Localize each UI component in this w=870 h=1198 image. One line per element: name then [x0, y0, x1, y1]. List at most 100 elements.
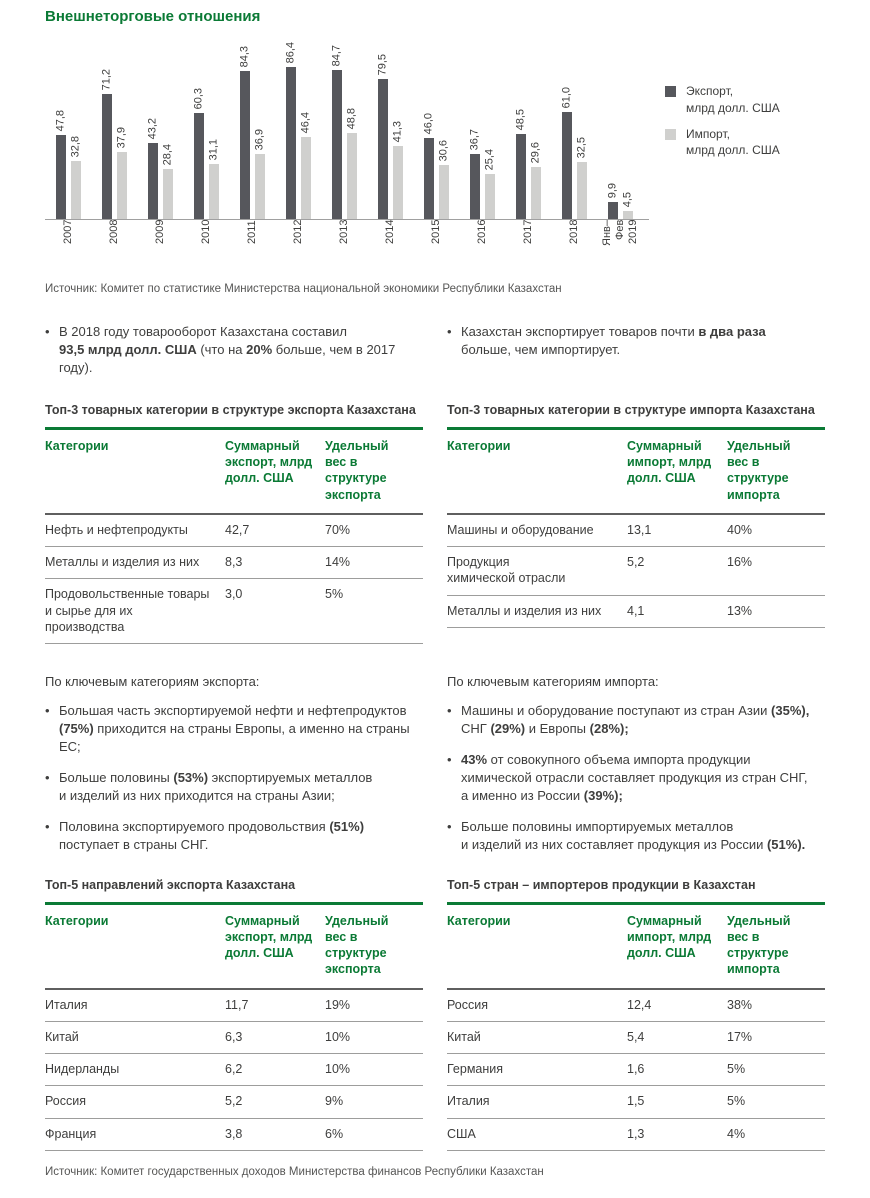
x-axis-label: 2009 — [153, 220, 166, 245]
x-axis-label: 2018 — [567, 220, 580, 245]
legend-label-import: Импорт, млрд долл. США — [686, 126, 780, 158]
table-cell: Продовольственные товары и сырье для их … — [45, 587, 210, 634]
bar-value-label: 60,3 — [192, 87, 204, 109]
x-axis-label: 2013 — [337, 220, 350, 245]
export-bar: 43,2 — [146, 118, 158, 219]
bar-value-label: 79,5 — [376, 53, 388, 75]
column-header: Суммарный экспорт, млрд долл. США — [225, 438, 313, 486]
table-title: Топ-5 направлений экспорта Казахстана — [45, 877, 296, 892]
bar-value-label: 48,5 — [514, 108, 526, 130]
bar-value-label: 32,5 — [575, 136, 587, 158]
import-bar: 48,8 — [345, 108, 357, 219]
bullet-text: В 2018 году товарооборот Казахстана сост… — [59, 323, 396, 375]
summary-right: • Казахстан экспортирует товаров почти в … — [447, 323, 825, 377]
table-row: Россия 5,2 9% — [45, 1086, 423, 1119]
x-axis-label: 2007 — [61, 220, 74, 245]
import-bar: 37,9 — [115, 127, 127, 219]
table-row: Россия 12,4 38% — [447, 990, 825, 1022]
column-header: Категории — [447, 913, 511, 928]
bar-chart: 47,8 32,8 71,2 37,9 43,2 28,4 60,3 31,1 84,3 36,9… — [45, 31, 649, 220]
bullet-text: Половина экспортируемого продовольствия … — [59, 818, 365, 852]
table-cell: 9% — [325, 1094, 344, 1109]
export-bar: 84,7 — [330, 45, 342, 219]
x-axis-label: Янв– Фев 2019 — [600, 220, 639, 246]
key-import-section: По ключевым категориям импорта: • Машины и… — [447, 674, 825, 854]
export-bar: 71,2 — [100, 69, 112, 219]
bar-value-label: 25,4 — [483, 148, 495, 170]
bar-value-label: 61,0 — [560, 86, 572, 108]
table-cell: 16% — [727, 555, 753, 569]
bar-value-label: 84,3 — [238, 45, 250, 67]
table-import-countries: Топ-5 стран – импортеров продукции в Каз… — [447, 878, 825, 1151]
section-heading: По ключевым категориям экспорта: — [45, 674, 260, 689]
table-cell: 11,7 — [225, 997, 249, 1012]
table-cell: 5,2 — [627, 555, 645, 569]
bar-value-label: 28,4 — [161, 143, 173, 165]
table-cell: 13% — [727, 603, 753, 618]
bar-group: 84,3 36,9 — [229, 31, 275, 219]
x-axis-label: 2017 — [521, 220, 534, 245]
import-bar: 30,6 — [437, 140, 449, 219]
column-header: Суммарный импорт, млрд долл. США — [627, 438, 712, 486]
table-cell: 19% — [325, 997, 351, 1012]
import-swatch-icon — [665, 128, 676, 140]
column-header: Суммарный экспорт, млрд долл. США — [225, 913, 313, 961]
column-header: Удельный вес в структуре экспорта — [325, 438, 389, 502]
bullet-text: Больше половины (53%) экспортируемых мет… — [59, 769, 373, 803]
table-cell: Германия — [447, 1062, 504, 1077]
bullet-text: Больше половины импортируемых металлов и… — [461, 818, 806, 852]
table-cell: 17% — [727, 1029, 753, 1044]
column-header: Удельный вес в структуре импорта — [727, 913, 791, 977]
export-bar: 46,0 — [422, 113, 434, 219]
legend-item-export: Экспорт, млрд долл. США — [665, 83, 780, 117]
import-bar: 32,8 — [69, 136, 81, 219]
data-table: Категории Суммарный экспорт, млрд долл. С… — [45, 426, 423, 644]
table-cell: 6,3 — [225, 1029, 243, 1044]
table-cell: 3,8 — [225, 1126, 243, 1141]
table-cell: 6,2 — [225, 1062, 243, 1077]
bullet-text: 43% от совокупного объема импорта продук… — [461, 751, 808, 803]
column-header: Категории — [447, 438, 511, 453]
bar-value-label: 30,6 — [437, 139, 449, 161]
table-cell: 70% — [325, 522, 351, 537]
bar-value-label: 29,6 — [529, 141, 541, 163]
table-cell: 13,1 — [627, 522, 652, 537]
list-item: • Половина экспортируемого продовольствия… — [45, 818, 423, 854]
table-row: Нидерланды 6,2 10% — [45, 1054, 423, 1087]
x-axis-label: 2010 — [199, 220, 212, 245]
table-export-categories: Топ-3 товарных категории в структуре экс… — [45, 403, 423, 644]
table-cell: 38% — [727, 997, 753, 1012]
key-category-sections: По ключевым категориям экспорта: • Большая… — [45, 674, 825, 854]
table-cell: Продукция химической отрасли — [447, 555, 566, 586]
table-cell: 40% — [727, 522, 753, 537]
table-cell: Россия — [447, 997, 488, 1012]
page-title: Внешнеторговые отношения — [45, 8, 261, 25]
source-note-bottom: Источник: Комитет государственных доходо… — [45, 1165, 544, 1178]
table-cell: 10% — [325, 1062, 351, 1077]
source-note-top: Источник: Комитет по статистике Министер… — [45, 283, 562, 295]
chart-area: 47,8 32,8 71,2 37,9 43,2 28,4 60,3 31,1 84,3 36,9… — [45, 31, 649, 268]
table-title: Топ-3 товарных категории в структуре имп… — [447, 402, 815, 417]
legend-label-export: Экспорт, млрд долл. США — [686, 84, 780, 115]
table-cell: Металлы и изделия из них — [447, 603, 602, 618]
table-row: Франция 3,8 6% — [45, 1119, 423, 1151]
bullet-text: Казахстан экспортирует товаров почти в д… — [461, 323, 766, 357]
bar-group: 36,7 25,4 — [459, 31, 505, 219]
table-row: США 1,3 4% — [447, 1119, 825, 1151]
bar-value-label: 37,9 — [115, 126, 127, 148]
import-bar: 25,4 — [483, 149, 495, 219]
table-cell: 1,6 — [627, 1062, 645, 1077]
table-cell: Китай — [447, 1029, 481, 1044]
table-cell: Китай — [45, 1029, 79, 1044]
bullet-icon: • — [45, 818, 50, 834]
table-cell: 1,3 — [627, 1126, 645, 1141]
chart-section: 47,8 32,8 71,2 37,9 43,2 28,4 60,3 31,1 84,3 36,9… — [45, 31, 825, 268]
bar-group: 43,2 28,4 — [137, 31, 183, 219]
bar-value-label: 86,4 — [284, 41, 296, 63]
legend-item-import: Импорт, млрд долл. США — [665, 126, 780, 160]
bullet-icon: • — [447, 323, 452, 339]
bar-value-label: 84,7 — [330, 44, 342, 66]
summary-bullets: • В 2018 году товарооборот Казахстана сос… — [45, 323, 825, 377]
bar-value-label: 43,2 — [146, 117, 158, 139]
table-cell: 6% — [325, 1126, 344, 1141]
